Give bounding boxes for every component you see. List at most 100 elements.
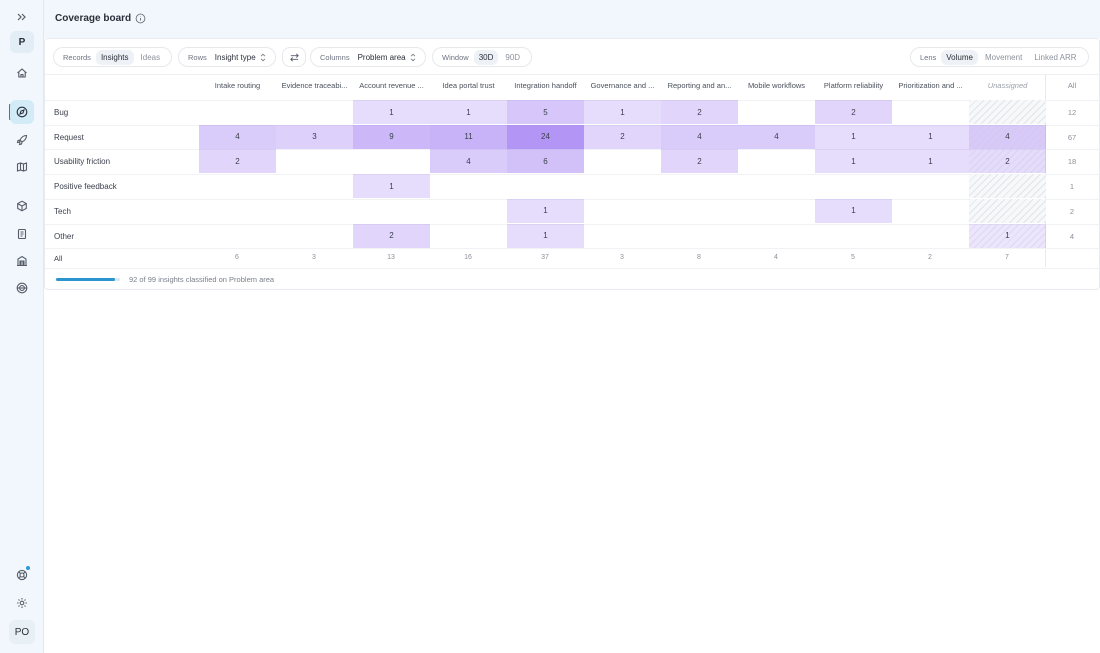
expand-icon[interactable] (10, 5, 34, 29)
row-label-request[interactable]: Request (54, 132, 84, 142)
heatmap-cell[interactable]: 2 (584, 124, 661, 149)
column-header-governance-and[interactable]: Governance and ... (590, 81, 655, 90)
heatmap-cell[interactable]: 9 (353, 124, 430, 149)
lens-option-movement[interactable]: Movement (984, 52, 1023, 62)
column-header-unassigned[interactable]: Unassigned (987, 81, 1028, 90)
heatmap-cell (969, 100, 1046, 124)
columns-select-value[interactable]: Problem area (355, 53, 419, 62)
column-header-prioritization-and[interactable]: Prioritization and ... (898, 81, 963, 90)
cube-icon[interactable] (10, 194, 34, 218)
heatmap-cell (584, 199, 661, 223)
column-total: 4 (774, 254, 778, 262)
toolbar: Records Insights Ideas Rows Insight type… (45, 39, 1099, 75)
map-icon[interactable] (10, 155, 34, 179)
columns-select[interactable]: Columns Problem area (310, 47, 426, 67)
heatmap-cell (430, 174, 507, 198)
columns-value: Problem area (357, 52, 406, 62)
globe-icon[interactable] (10, 276, 34, 300)
heatmap-cell (584, 224, 661, 248)
heatmap-cell[interactable]: 2 (815, 100, 892, 124)
row-label-positive-feedback[interactable]: Positive feedback (54, 182, 117, 192)
heatmap-cell[interactable]: 1 (892, 124, 969, 149)
heatmap-cell[interactable]: 1 (892, 149, 969, 174)
info-icon[interactable] (135, 13, 146, 24)
records-option-ideas[interactable]: Ideas (140, 52, 161, 62)
heatmap-cell[interactable]: 2 (661, 149, 738, 174)
all-column-divider (1045, 75, 1046, 267)
heatmap-cell (276, 174, 353, 198)
workspace-avatar[interactable]: P (10, 31, 34, 53)
heatmap-cell[interactable]: 3 (276, 124, 353, 149)
window-option-90d[interactable]: 90D (505, 52, 521, 62)
row-label-other[interactable]: Other (54, 231, 75, 241)
row-divider (45, 198, 1099, 200)
heatmap-cell[interactable]: 24 (507, 124, 584, 149)
book-icon[interactable] (10, 222, 34, 246)
heatmap-cell (584, 149, 661, 173)
heatmap-cell[interactable]: 5 (507, 100, 584, 124)
lens-option-volume[interactable]: Volume (941, 49, 978, 65)
heatmap-cell[interactable]: 1 (969, 223, 1046, 248)
heatmap-cell (738, 199, 815, 223)
compass-icon[interactable] (10, 100, 34, 124)
row-total: 12 (1067, 108, 1077, 117)
help-icon[interactable] (10, 563, 34, 587)
home-icon[interactable] (10, 61, 34, 85)
heatmap-cell (661, 199, 738, 223)
heatmap-cell[interactable]: 2 (199, 149, 276, 174)
user-avatar[interactable]: PO (9, 620, 35, 644)
heatmap-cell[interactable]: 1 (815, 149, 892, 174)
lens-option-linked-arr[interactable]: Linked ARR (1034, 52, 1077, 62)
rows-select-value[interactable]: Insight type (212, 53, 269, 62)
heatmap-cell[interactable]: 11 (430, 124, 507, 149)
rows-select[interactable]: Rows Insight type (178, 47, 276, 67)
row-total: 18 (1067, 157, 1077, 167)
rocket-icon[interactable] (10, 128, 34, 152)
heatmap-cell[interactable]: 1 (815, 198, 892, 223)
column-header-evidence-traceabi[interactable]: Evidence traceabi... (281, 81, 348, 90)
swap-axes-button[interactable] (282, 47, 306, 67)
column-header-intake-routing[interactable]: Intake routing (214, 81, 261, 90)
column-header-reporting-and-an[interactable]: Reporting and an... (667, 81, 732, 90)
heatmap-cell[interactable]: 6 (507, 149, 584, 174)
heatmap-cell[interactable]: 4 (969, 124, 1046, 149)
heatmap-cell[interactable]: 2 (661, 100, 738, 124)
row-label-tech[interactable]: Tech (54, 206, 71, 216)
coverage-summary: 92 of 99 insights classified on Problem … (129, 275, 275, 284)
gear-icon[interactable] (10, 591, 34, 615)
columns-label: Columns (320, 52, 350, 62)
heatmap-cell[interactable]: 1 (584, 100, 661, 124)
column-total: 16 (464, 254, 472, 262)
column-header-account-revenue[interactable]: Account revenue ... (359, 81, 424, 90)
heatmap-cell[interactable]: 1 (815, 124, 892, 149)
row-divider (45, 174, 1099, 176)
column-header-all: All (1067, 81, 1077, 90)
column-header-idea-portal-trust[interactable]: Idea portal trust (442, 81, 495, 90)
heatmap-cell[interactable]: 4 (661, 124, 738, 149)
row-label-bug[interactable]: Bug (54, 108, 69, 117)
heatmap-cell[interactable]: 4 (199, 124, 276, 149)
heatmap-cell[interactable]: 1 (507, 198, 584, 223)
column-header-mobile-workflows[interactable]: Mobile workflows (747, 81, 806, 90)
heatmap-cell[interactable]: 1 (430, 100, 507, 124)
heatmap-cell (892, 224, 969, 248)
heatmap-cell[interactable]: 1 (353, 100, 430, 124)
heatmap-cell[interactable]: 1 (353, 174, 430, 199)
column-header-integration-handoff[interactable]: Integration handoff (514, 81, 577, 90)
row-label-usability-friction[interactable]: Usability friction (54, 157, 111, 167)
heatmap-cell[interactable]: 2 (969, 149, 1046, 174)
window-option-30d[interactable]: 30D (473, 49, 499, 65)
column-header-platform-reliability[interactable]: Platform reliability (823, 81, 884, 90)
heatmap-cell (661, 224, 738, 248)
records-option-insights[interactable]: Insights (95, 49, 134, 65)
heatmap-cell[interactable]: 4 (430, 149, 507, 174)
records-label: Records (63, 52, 91, 62)
column-total: 37 (541, 254, 549, 262)
heatmap-cell[interactable]: 1 (507, 223, 584, 248)
heatmap-cell (276, 100, 353, 124)
building-icon[interactable] (10, 249, 34, 273)
column-total: 3 (312, 254, 316, 262)
heatmap-cell (430, 224, 507, 248)
heatmap-cell[interactable]: 4 (738, 124, 815, 149)
heatmap-cell[interactable]: 2 (353, 223, 430, 248)
